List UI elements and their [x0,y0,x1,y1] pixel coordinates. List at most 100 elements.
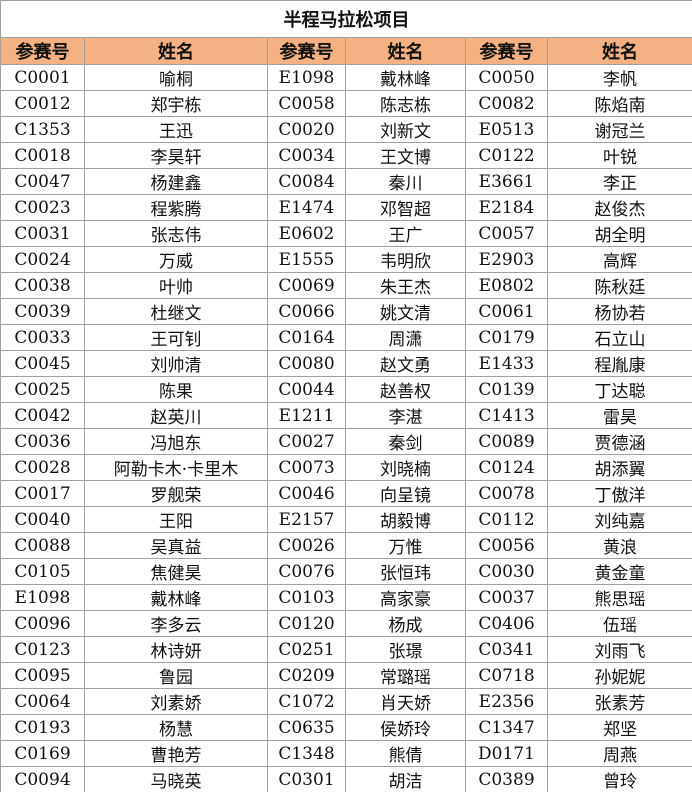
id-cell: C0017 [0,480,85,507]
id-cell: C0169 [0,740,85,767]
name-cell: 陈果 [84,376,268,403]
id-cell: E2184 [465,194,548,221]
id-cell: C0018 [0,142,85,169]
name-cell: 李多云 [84,610,268,637]
id-cell: C0105 [0,558,85,585]
data-row: C0025 陈果 C0044 赵善权 C0139 丁达聪 [0,376,692,403]
header-cell: 姓名 [84,37,268,65]
id-cell: C0082 [465,90,548,117]
name-cell: 罗舰荣 [84,480,268,507]
data-row: C0193 杨慧 C0635 侯娇玲 C1347 郑坚 [0,714,692,741]
id-cell: E1211 [267,402,346,429]
data-row: C0033 王可钊 C0164 周潇 C0179 石立山 [0,324,692,351]
id-cell: C0040 [0,506,85,533]
name-cell: 熊倩 [345,740,466,767]
title-row: 半程马拉松项目 [0,0,692,38]
id-cell: C1347 [465,714,548,741]
table-title: 半程马拉松项目 [0,0,692,38]
name-cell: 胡添翼 [546,454,692,481]
id-cell: C0069 [267,272,346,299]
name-cell: 雷昊 [546,402,692,429]
name-cell: 向呈镜 [345,480,466,507]
data-row: C0169 曹艳芳 C1348 熊倩 D0171 周燕 [0,740,692,767]
data-row: C0012 郑宇栋 C0058 陈志栋 C0082 陈焰南 [0,90,692,117]
data-row: C0047 杨建鑫 C0084 秦川 E3661 李正 [0,168,692,195]
id-cell: E0802 [465,272,548,299]
id-cell: C0094 [0,766,85,792]
id-cell: C0025 [0,376,85,403]
name-cell: 王文博 [345,142,466,169]
name-cell: 李昊轩 [84,142,268,169]
header-cell: 参赛号 [0,37,85,65]
id-cell: C0112 [465,506,548,533]
data-row: C0017 罗舰荣 C0046 向呈镜 C0078 丁傲洋 [0,480,692,507]
name-cell: 姚文清 [345,298,466,325]
name-cell: 邓智超 [345,194,466,221]
name-cell: 李正 [546,168,692,195]
name-cell: 陈志栋 [345,90,466,117]
id-cell: C0028 [0,454,85,481]
name-cell: 杨协若 [546,298,692,325]
data-row: C1353 王迅 C0020 刘新文 E0513 谢冠兰 [0,116,692,143]
name-cell: 鲁园 [84,662,268,689]
id-cell: C0031 [0,220,85,247]
name-cell: 黄浪 [546,532,692,559]
id-cell: E0602 [267,220,346,247]
id-cell: C0046 [267,480,346,507]
id-cell: C0718 [465,662,548,689]
name-cell: 叶锐 [546,142,692,169]
id-cell: E1098 [0,584,85,611]
name-cell: 陈焰南 [546,90,692,117]
id-cell: C0089 [465,428,548,455]
id-cell: C0341 [465,636,548,663]
name-cell: 肖天娇 [345,688,466,715]
name-cell: 戴林峰 [84,584,268,611]
id-cell: C0024 [0,246,85,273]
name-cell: 李湛 [345,402,466,429]
name-cell: 周燕 [546,740,692,767]
name-cell: 王迅 [84,116,268,143]
id-cell: C0179 [465,324,548,351]
id-cell: C0088 [0,532,85,559]
name-cell: 胡洁 [345,766,466,792]
name-cell: 曾玲 [546,766,692,792]
id-cell: C0056 [465,532,548,559]
name-cell: 丁傲洋 [546,480,692,507]
id-cell: C0406 [465,610,548,637]
id-cell: C0124 [465,454,548,481]
data-row: C0040 王阳 E2157 胡毅博 C0112 刘纯嘉 [0,506,692,533]
id-cell: C0122 [465,142,548,169]
name-cell: 张素芳 [546,688,692,715]
id-cell: C0084 [267,168,346,195]
name-cell: 伍瑶 [546,610,692,637]
id-cell: C0066 [267,298,346,325]
id-cell: E2157 [267,506,346,533]
name-cell: 丁达聪 [546,376,692,403]
data-row: C0088 吴真益 C0026 万惟 C0056 黄浪 [0,532,692,559]
header-row: 参赛号 姓名 参赛号 姓名 参赛号 姓名 [0,37,692,65]
id-cell: C0076 [267,558,346,585]
data-row: C0036 冯旭东 C0027 秦剑 C0089 贾德涵 [0,428,692,455]
id-cell: C0064 [0,688,85,715]
name-cell: 叶帅 [84,272,268,299]
id-cell: C1072 [267,688,346,715]
name-cell: 林诗妍 [84,636,268,663]
name-cell: 王广 [345,220,466,247]
header-cell: 参赛号 [267,37,346,65]
name-cell: 程胤康 [546,350,692,377]
id-cell: C0012 [0,90,85,117]
id-cell: E2356 [465,688,548,715]
id-cell: C0139 [465,376,548,403]
name-cell: 万惟 [345,532,466,559]
name-cell: 马晓英 [84,766,268,792]
id-cell: C0251 [267,636,346,663]
name-cell: 刘新文 [345,116,466,143]
id-cell: C0080 [267,350,346,377]
id-cell: E1474 [267,194,346,221]
id-cell: C1413 [465,402,548,429]
name-cell: 石立山 [546,324,692,351]
id-cell: C0061 [465,298,548,325]
name-cell: 王阳 [84,506,268,533]
name-cell: 谢冠兰 [546,116,692,143]
data-row: C0038 叶帅 C0069 朱王杰 E0802 陈秋廷 [0,272,692,299]
